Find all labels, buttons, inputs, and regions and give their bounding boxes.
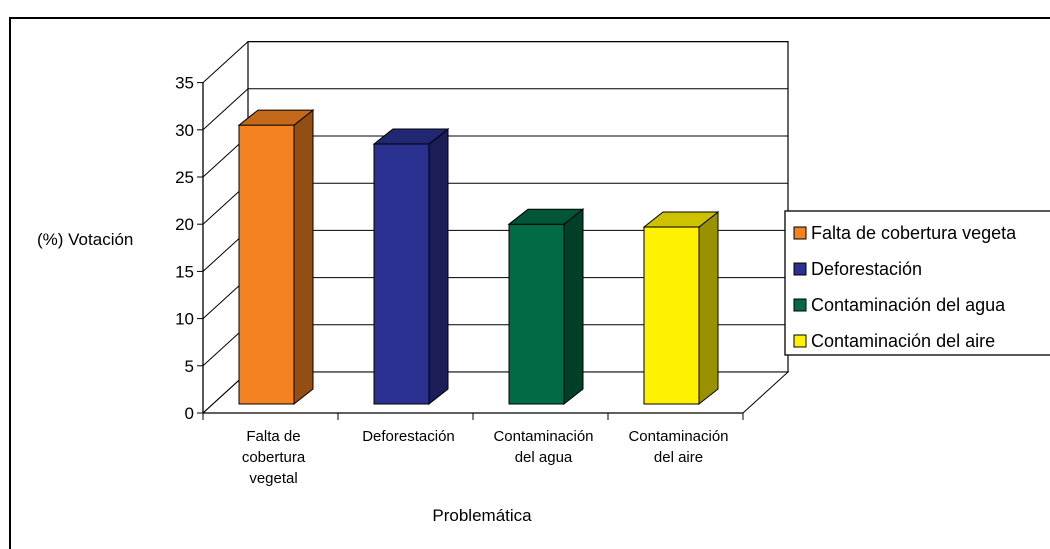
- bar-1: [237, 109, 315, 406]
- bars: [237, 109, 720, 406]
- legend-swatch: [793, 262, 807, 276]
- labels: 0 5 10 15 20 25 30 35 Falta de cobertura vegetal De…: [175, 74, 728, 487]
- y-tick-label: 20: [175, 215, 194, 234]
- legend-label: Deforestación: [811, 259, 922, 279]
- bar-side: [563, 208, 584, 406]
- legend-label: Contaminación del aire: [811, 331, 995, 351]
- x-category-label: cobertura: [242, 449, 306, 466]
- legend-swatch: [793, 226, 807, 240]
- y-axis-title: (%) Votación: [37, 230, 133, 249]
- x-category-label: Contaminación: [493, 428, 593, 445]
- bar-top: [237, 109, 315, 126]
- bar-front: [508, 223, 565, 405]
- bar-side: [698, 211, 719, 406]
- legend-label: Falta de cobertura vegeta: [811, 223, 1017, 243]
- bar-side: [293, 109, 314, 406]
- side-wall-line: [202, 88, 249, 131]
- y-tick-label: 0: [185, 404, 194, 423]
- y-tick-label: 10: [175, 310, 194, 329]
- legend-swatch: [793, 298, 807, 312]
- x-category-label: Contaminación: [628, 428, 728, 445]
- bar-top: [507, 208, 585, 225]
- x-category-label: del agua: [515, 449, 573, 466]
- bar-front: [643, 226, 700, 405]
- bar-3: [507, 208, 585, 406]
- x-category-label: del aire: [654, 449, 703, 466]
- y-tick-label: 5: [185, 357, 194, 376]
- legend-box: [784, 210, 1050, 356]
- bar-2: [372, 127, 450, 406]
- y-tick-label: 15: [175, 262, 194, 281]
- y-tick-label: 35: [175, 74, 194, 93]
- bar-front: [238, 124, 295, 405]
- bar-4: [642, 211, 720, 406]
- x-category-label: Falta de: [246, 428, 300, 445]
- bar-front: [373, 143, 430, 405]
- legend: Falta de cobertura vegeta Deforestación Co…: [784, 210, 1050, 356]
- y-tick-label: 30: [175, 121, 194, 140]
- legend-label: Contaminación del agua: [811, 295, 1006, 315]
- y-tick-label: 25: [175, 168, 194, 187]
- bar-side: [428, 127, 449, 406]
- bar-top: [372, 128, 450, 145]
- legend-swatch: [793, 334, 807, 348]
- x-category-label: Deforestación: [362, 428, 455, 445]
- x-category-label: vegetal: [249, 470, 297, 487]
- bar-top: [642, 211, 720, 228]
- x-axis-title: Problemática: [432, 506, 532, 525]
- chart-frame: [9, 17, 1050, 549]
- side-wall-line: [202, 41, 249, 83]
